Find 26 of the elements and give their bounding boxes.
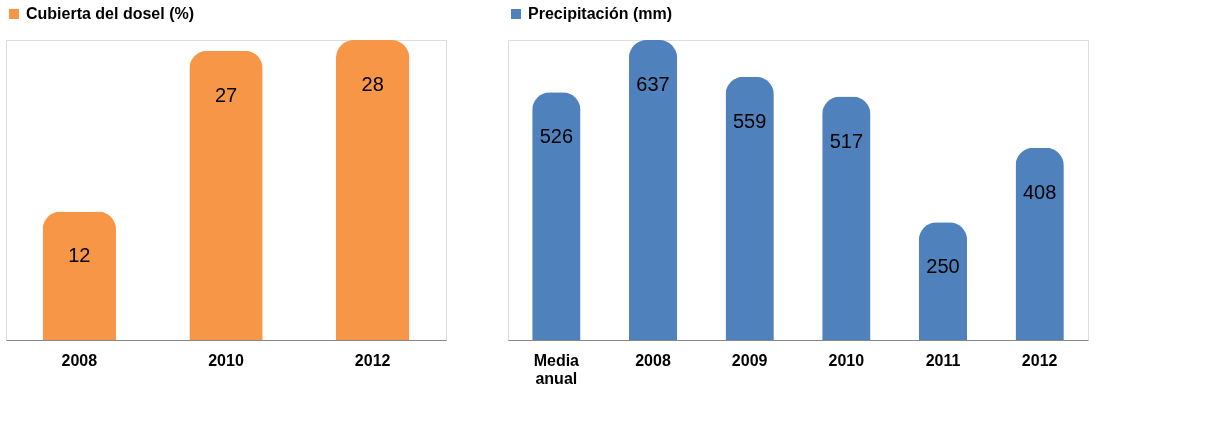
bar [822, 96, 871, 340]
data-label: 526 [539, 125, 574, 148]
data-label: 12 [68, 244, 91, 267]
x-tick-label: 2012 [354, 351, 391, 369]
bar [1015, 147, 1064, 340]
x-tick-label: Media anual [533, 351, 580, 387]
data-label: 517 [829, 129, 864, 152]
data-label: 408 [1022, 180, 1057, 203]
data-label: 559 [732, 109, 767, 132]
x-tick-label: 2010 [828, 351, 865, 369]
bar [628, 40, 678, 340]
data-label: 250 [926, 255, 960, 278]
x-tick-label: 2012 [1021, 351, 1058, 369]
bar [725, 76, 774, 340]
bar [918, 222, 968, 340]
x-tick-label: 2008 [635, 351, 671, 369]
x-tick-label: 2010 [208, 351, 244, 369]
x-tick-label: 2009 [731, 351, 768, 369]
data-label: 637 [636, 73, 670, 95]
legend-label: Precipitación (mm) [528, 5, 673, 22]
x-tick-label: 2008 [61, 351, 98, 369]
data-label: 28 [361, 73, 384, 95]
x-tick-label: 2011 [925, 351, 961, 369]
data-label: 27 [214, 83, 238, 106]
legend-label: Cubierta del dosel (%) [26, 5, 195, 22]
bar [532, 92, 581, 340]
